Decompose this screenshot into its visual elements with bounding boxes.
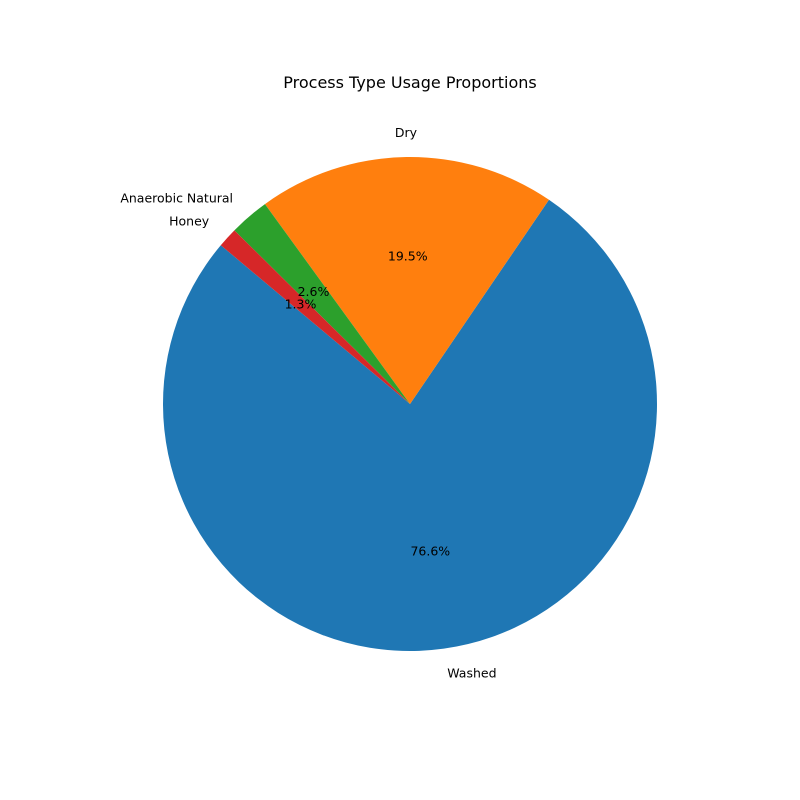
slice-label-washed: Washed (447, 666, 496, 681)
pie-slices (163, 157, 657, 652)
pie-slice-dry (264, 157, 549, 404)
pct-label-washed: 76.6% (410, 543, 450, 558)
pie-slice-washed (163, 199, 657, 652)
slice-labels: Washed Dry Anaerobic Natural Honey (120, 125, 496, 681)
slice-label-anaerobic-natural: Anaerobic Natural (120, 190, 233, 205)
percentage-labels: 76.6% 19.5% 2.6%1.3% (285, 248, 451, 558)
chart-title: Process Type Usage Proportions (283, 73, 536, 92)
pct-label-dry: 19.5% (388, 248, 428, 263)
slice-label-honey: Honey (169, 214, 210, 229)
pct-label-honey: 1.3% (285, 297, 317, 312)
pie-slice-honey (220, 230, 410, 404)
pct-label-anaerobic-natural: 2.6% (298, 284, 330, 299)
slice-label-dry: Dry (395, 125, 418, 140)
pie-slice-anaerobic-natural (234, 204, 410, 404)
